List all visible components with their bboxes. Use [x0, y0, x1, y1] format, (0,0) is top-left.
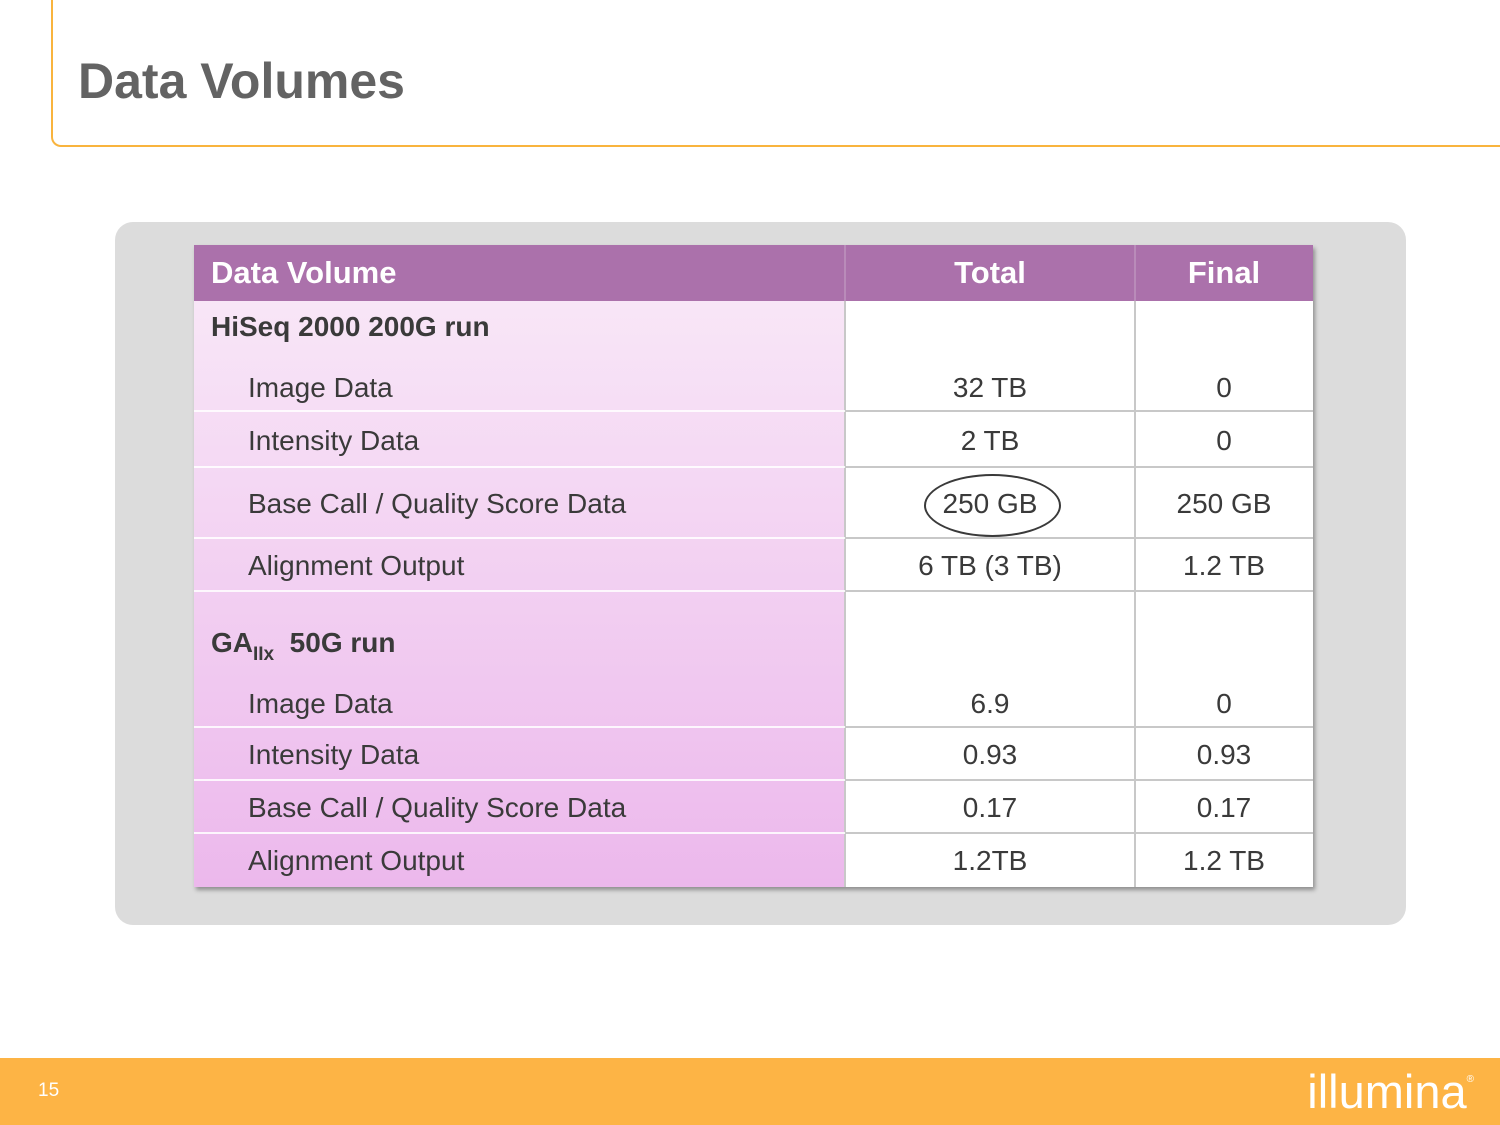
row-total: 6.9 — [970, 688, 1010, 719]
row-divider — [845, 537, 1313, 539]
row-final: 0.93 — [1196, 739, 1252, 770]
group-title-main: GA — [211, 627, 253, 658]
row-divider — [194, 410, 845, 412]
row-final: 250 GB — [1176, 488, 1272, 519]
row-divider — [845, 410, 1313, 412]
group-title-hiseq: HiSeq 2000 200G run — [211, 311, 490, 342]
row-label: Base Call / Quality Score Data — [248, 792, 627, 823]
row-divider — [845, 832, 1313, 834]
table-header — [194, 245, 1313, 301]
row-total: 2 TB — [960, 425, 1020, 456]
row-divider — [845, 726, 1313, 728]
row-divider — [194, 832, 845, 834]
row-final: 0.17 — [1196, 792, 1252, 823]
row-label: Alignment Output — [248, 550, 465, 581]
row-label: Alignment Output — [248, 845, 465, 876]
column-divider — [844, 245, 846, 887]
illumina-logo: illumina® — [1307, 1064, 1474, 1119]
page-number: 15 — [38, 1080, 60, 1101]
row-final: 1.2 TB — [1183, 550, 1265, 581]
group-title-subscript: IIx — [253, 644, 275, 665]
column-divider — [1134, 245, 1136, 887]
row-final: 1.2 TB — [1183, 845, 1265, 876]
row-divider — [194, 537, 845, 539]
header-divider — [1134, 245, 1136, 301]
row-total: 0.17 — [962, 792, 1018, 823]
row-label: Intensity Data — [248, 425, 420, 456]
slide-title: Data Volumes — [78, 53, 405, 109]
row-label: Image Data — [248, 372, 393, 403]
group-title-gaiix: GAIIx 50G run — [211, 627, 396, 665]
row-divider — [845, 779, 1313, 781]
row-divider — [845, 466, 1313, 468]
header-data-volume: Data Volume — [211, 255, 397, 290]
group-title-rest: 50G run — [274, 627, 396, 658]
label-column-background — [194, 301, 845, 887]
row-label: Base Call / Quality Score Data — [248, 488, 627, 519]
row-divider — [194, 779, 845, 781]
row-final: 0 — [1216, 688, 1232, 719]
row-final: 0 — [1216, 372, 1232, 403]
row-total: 6 TB (3 TB) — [918, 550, 1062, 581]
data-volume-table: Data Volume Total Final HiSeq 2000 200G … — [194, 245, 1313, 887]
registered-mark: ® — [1466, 1074, 1474, 1085]
row-total: 1.2TB — [952, 845, 1028, 876]
logo-text: illumina — [1307, 1065, 1467, 1118]
row-divider — [194, 726, 845, 728]
row-total: 32 TB — [952, 372, 1028, 403]
row-divider — [194, 466, 845, 468]
title-frame — [51, 0, 1500, 147]
row-total: 0.93 — [962, 739, 1018, 770]
row-label: Intensity Data — [248, 739, 420, 770]
row-divider — [194, 590, 845, 592]
header-final: Final — [1187, 255, 1261, 290]
footer-bar: 15 illumina® — [0, 1058, 1500, 1125]
row-label: Image Data — [248, 688, 393, 719]
highlight-ellipse — [924, 474, 1061, 537]
header-divider — [844, 245, 846, 301]
row-divider — [845, 590, 1313, 592]
row-final: 0 — [1216, 425, 1232, 456]
header-total: Total — [954, 255, 1026, 290]
